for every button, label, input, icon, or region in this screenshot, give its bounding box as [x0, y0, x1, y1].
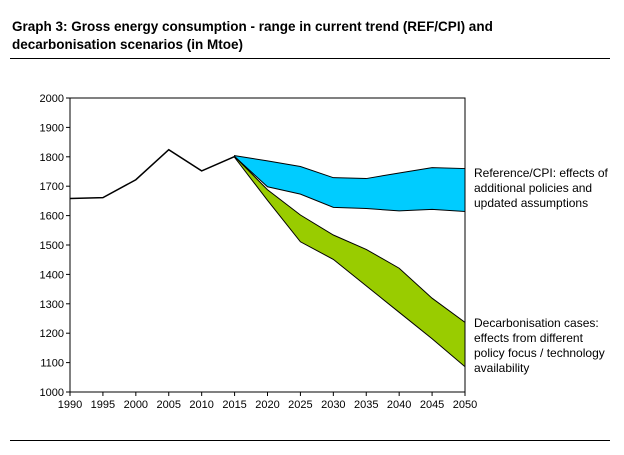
y-tick-label: 1900: [40, 122, 64, 134]
annotation-line: updated assumptions: [474, 196, 589, 210]
y-tick-label: 1700: [40, 181, 64, 193]
x-tick-label: 2045: [420, 399, 444, 411]
plot-frame: [69, 97, 466, 393]
y-tick-label: 1200: [40, 328, 64, 340]
annotation-line: Reference/CPI: effects of: [474, 166, 608, 180]
annotation-line: Decarbonisation cases:: [474, 316, 599, 330]
x-tick-label: 2000: [124, 399, 148, 411]
y-tick-label: 1100: [40, 358, 64, 370]
bottom-divider: [10, 440, 610, 441]
x-tick-label: 2035: [354, 399, 378, 411]
y-tick-label: 1300: [40, 299, 64, 311]
y-tick-label: 1600: [40, 211, 64, 223]
annotation-line: effects from different: [474, 331, 583, 345]
y-tick-label: 1000: [40, 387, 64, 399]
x-tick-label: 2010: [189, 399, 213, 411]
x-tick-label: 2050: [453, 399, 477, 411]
x-tick-label: 2020: [255, 399, 279, 411]
x-tick-label: 2030: [321, 399, 345, 411]
y-tick-label: 2000: [40, 93, 64, 105]
x-tick-label: 1990: [58, 399, 82, 411]
annotation-line: policy focus / technology: [474, 346, 605, 360]
x-tick-label: 2005: [157, 399, 181, 411]
x-tick-label: 2025: [288, 399, 312, 411]
title-divider: [10, 58, 610, 59]
historical-line: [69, 148, 235, 200]
y-tick-label: 1800: [40, 152, 64, 164]
x-tick-label: 2015: [222, 399, 246, 411]
band-decarbonisation: [234, 155, 466, 368]
annotation-reference: Reference/CPI: effects of additional pol…: [474, 166, 624, 211]
annotation-decarbonisation: Decarbonisation cases: effects from diff…: [474, 316, 624, 376]
chart-title: Graph 3: Gross energy consumption - rang…: [12, 19, 493, 52]
annotation-line: availability: [474, 361, 530, 375]
y-tick-label: 1500: [40, 240, 64, 252]
x-tick-label: 2040: [387, 399, 411, 411]
y-tick-label: 1400: [40, 269, 64, 281]
x-tick-label: 1995: [91, 399, 115, 411]
band-reference: [234, 155, 466, 213]
annotation-line: additional policies and: [474, 181, 593, 195]
